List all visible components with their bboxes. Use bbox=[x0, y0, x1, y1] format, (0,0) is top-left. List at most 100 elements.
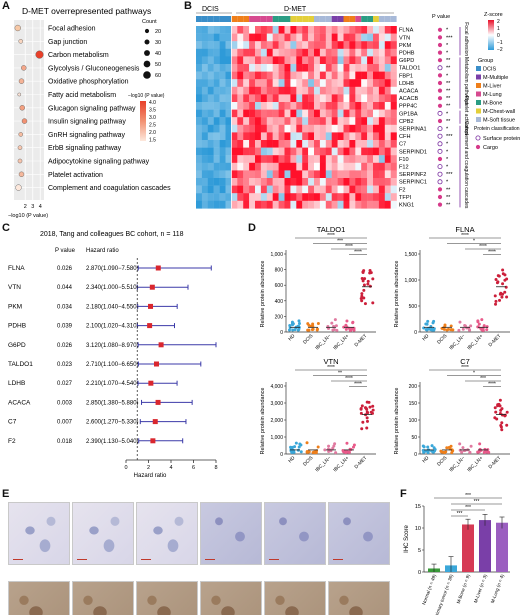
panel-a-count-legend-dot bbox=[143, 60, 151, 68]
panel-d-point bbox=[421, 448, 425, 452]
panel-b-heat-cell bbox=[319, 155, 326, 163]
panel-b-heat-cell bbox=[225, 102, 232, 110]
panel-b-zscore-tick: −2 bbox=[497, 47, 503, 53]
panel-b-heat-cell bbox=[325, 33, 332, 42]
panel-b-heat-cell bbox=[384, 162, 391, 171]
panel-d-point bbox=[500, 413, 504, 417]
panel-a-pathway-label: ErbB signaling pathway bbox=[48, 145, 122, 152]
panel-b-heat-cell bbox=[207, 33, 214, 42]
panel-b-heat-cell bbox=[219, 48, 226, 57]
panel-b-heat-cell bbox=[361, 124, 368, 133]
panel-b-heat-cell bbox=[337, 193, 344, 201]
panel-c-hr-point bbox=[155, 399, 161, 405]
panel-b-heat-cell bbox=[284, 132, 291, 141]
panel-b-heat-cell bbox=[272, 86, 279, 95]
panel-b-heat-cell bbox=[302, 124, 309, 133]
panel-b-heat-cell bbox=[272, 200, 279, 209]
panel-b-heat-cell bbox=[384, 71, 391, 80]
panel-b-heat-cell bbox=[308, 109, 315, 118]
panel-b-heat-cell bbox=[284, 33, 291, 42]
panel-d-point bbox=[445, 328, 449, 332]
panel-b-heat-cell bbox=[231, 162, 238, 171]
panel-b-heat-cell bbox=[260, 147, 267, 156]
panel-b-heat-cell bbox=[207, 56, 214, 65]
panel-b-heat-cell bbox=[355, 56, 362, 65]
panel-b-heat-cell bbox=[284, 94, 291, 103]
panel-b-heat-cell bbox=[260, 86, 267, 95]
panel-a-pathway-label: Glucagon signaling pathway bbox=[48, 105, 136, 112]
panel-b-heat-cell bbox=[207, 155, 214, 163]
panel-b-heat-cell bbox=[367, 117, 374, 125]
panel-b-heat-cell bbox=[302, 41, 309, 49]
panel-c-hr-text: 2.180(1.040−4.550) bbox=[86, 304, 139, 310]
panel-b-heat-cell bbox=[384, 86, 391, 95]
panel-b-heat-cell bbox=[367, 71, 374, 80]
panel-d-point bbox=[363, 302, 367, 306]
panel-b-heat-cell bbox=[384, 56, 391, 65]
panel-b-heat-cell bbox=[367, 33, 374, 42]
panel-b-heat-cell bbox=[278, 170, 285, 179]
panel-d-point bbox=[421, 444, 425, 448]
panel-b-heat-cell bbox=[296, 26, 303, 34]
panel-b-heat-cell bbox=[325, 86, 332, 95]
panel-b-heat-cell bbox=[349, 185, 356, 194]
panel-b-heat-cell bbox=[266, 178, 273, 186]
panel-b-heat-cell bbox=[331, 162, 338, 171]
panel-b-heat-cell bbox=[331, 124, 338, 133]
panel-b-heat-cell bbox=[367, 185, 374, 194]
panel-b-heat-cell bbox=[260, 200, 267, 209]
panel-b-heat-cell bbox=[284, 185, 291, 194]
panel-b-group-cell bbox=[243, 16, 250, 22]
panel-b-heat-cell bbox=[219, 79, 226, 87]
panel-a-count-legend-dot bbox=[143, 71, 151, 79]
panel-f-category-label: Normal (n = 49) bbox=[421, 573, 437, 605]
panel-b-heat-cell bbox=[237, 48, 244, 57]
panel-d-point bbox=[366, 282, 370, 286]
panel-b-zscore-tick: 2 bbox=[497, 19, 500, 25]
panel-e-label: E bbox=[2, 488, 10, 500]
panel-b-group-cell bbox=[373, 16, 379, 22]
panel-b-heat-cell bbox=[290, 41, 297, 49]
panel-b-heat-cell bbox=[373, 170, 380, 179]
panel-d-point bbox=[365, 426, 369, 430]
panel-b-heat-cell bbox=[201, 132, 208, 141]
panel-b-heat-cell bbox=[278, 185, 285, 194]
panel-b-heat-cell bbox=[278, 117, 285, 125]
panel-b-heat-cell bbox=[296, 185, 303, 194]
panel-d-ylabel: Relative protein abundance bbox=[394, 261, 400, 328]
panel-b-heat-cell bbox=[255, 178, 262, 186]
panel-b-heat-cell bbox=[373, 26, 380, 34]
panel-b-heat-cell bbox=[319, 64, 326, 72]
panel-b-heat-cell bbox=[325, 79, 332, 87]
panel-b-heat-cell bbox=[390, 124, 397, 133]
panel-b-heat-cell bbox=[237, 71, 244, 80]
panel-d-category-label: IBC_LN− bbox=[448, 455, 466, 473]
ihc-scale-bar bbox=[269, 559, 279, 560]
panel-d-category-label: HD bbox=[421, 333, 431, 343]
panel-b-heat-cell bbox=[272, 41, 279, 49]
panel-b-heat-cell bbox=[249, 64, 256, 72]
panel-b-heat-cell bbox=[331, 41, 338, 49]
panel-d-category-label: HD bbox=[287, 455, 297, 465]
panel-b-heat-cell bbox=[278, 64, 285, 72]
panel-b-heat-cell bbox=[290, 109, 297, 118]
panel-b-heat-cell bbox=[278, 140, 285, 148]
panel-b-heat-cell bbox=[284, 124, 291, 133]
panel-b-group-cell bbox=[390, 16, 397, 22]
panel-b-zscore-tick: 1 bbox=[497, 26, 500, 32]
panel-b-heat-cell bbox=[213, 185, 220, 194]
panel-b-heat-cell bbox=[325, 109, 332, 118]
panel-d-point bbox=[361, 279, 365, 283]
panel-b-heat-cell bbox=[361, 33, 368, 42]
panel-a-count-legend-label: 20 bbox=[155, 29, 161, 35]
ihc-tissue-image bbox=[201, 582, 261, 615]
panel-b-heat-cell bbox=[260, 33, 267, 42]
panel-b-heat-cell bbox=[231, 200, 238, 209]
panel-b-heat-cell bbox=[384, 33, 391, 42]
panel-a-pathway-label: Adipocytokine signaling pathway bbox=[48, 159, 150, 166]
ihc-image-tile: Normal #3 bbox=[136, 502, 198, 565]
panel-d-point bbox=[365, 419, 369, 423]
panel-b-heat-cell bbox=[255, 162, 262, 171]
panel-a-count-legend-dot bbox=[144, 39, 150, 45]
panel-b-heat-cell bbox=[266, 193, 273, 201]
